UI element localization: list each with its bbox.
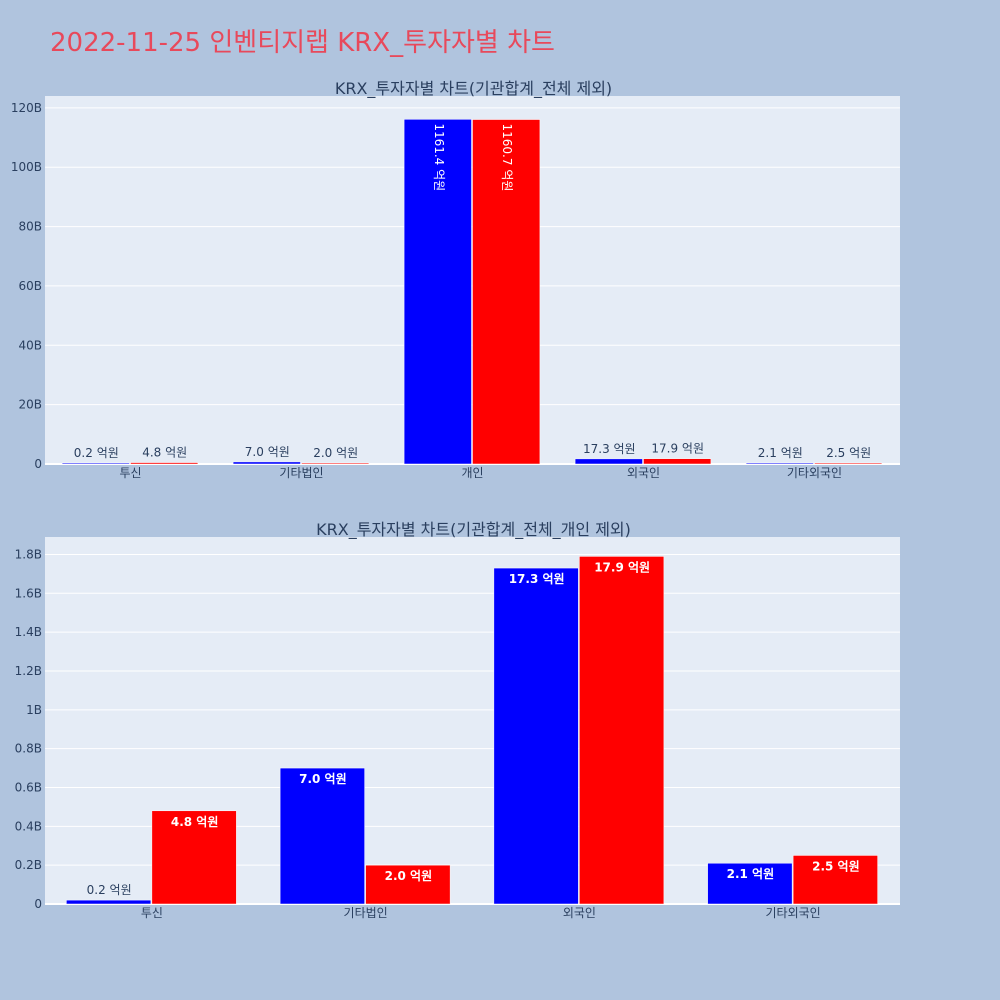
data-label: 2.5 억원: [812, 859, 860, 873]
x-tick-label: 외국인: [627, 466, 660, 480]
data-label: 2.1 억원: [758, 446, 803, 460]
chart-title: KRX_투자자별 차트(기관합계_전체_개인 제외): [316, 520, 631, 540]
chart-all-investors: 0 20B 40B 60B 80B 100B 120B KRX_투자자별 차트(기관합계_전체…: [11, 79, 900, 480]
x-tick-label: 기타외국인: [766, 906, 821, 920]
bar: [745, 462, 814, 465]
bar: [579, 556, 665, 905]
data-label: 17.3 억원: [583, 442, 636, 456]
y-tick-label: 40B: [18, 338, 42, 352]
bar: [130, 462, 199, 465]
y-tick-label: 100B: [11, 160, 42, 174]
data-label: 1161.4 억원: [432, 123, 446, 191]
bar: [574, 458, 643, 465]
bar: [472, 119, 541, 465]
y-tick-label: 1.6B: [15, 586, 42, 600]
bar: [66, 899, 152, 905]
y-tick-label: 1.8B: [15, 547, 42, 561]
bar: [279, 767, 365, 905]
data-label: 0.2 억원: [87, 883, 132, 897]
y-tick-label: 0.6B: [15, 780, 42, 794]
data-label: 2.0 억원: [313, 446, 358, 460]
x-tick-label: 외국인: [563, 906, 596, 920]
y-tick-label: 20B: [18, 398, 42, 412]
data-label: 7.0 억원: [299, 772, 347, 786]
data-label: 7.0 억원: [245, 445, 290, 459]
chart-title: KRX_투자자별 차트(기관합계_전체 제외): [335, 79, 612, 99]
y-tick-label: 0.2B: [15, 858, 42, 872]
y-tick-label: 120B: [11, 101, 42, 115]
y-tick-label: 0: [34, 457, 42, 471]
bar: [232, 461, 301, 465]
y-tick-label: 80B: [18, 220, 42, 234]
bar: [301, 462, 370, 465]
x-tick-label: 기타법인: [279, 466, 323, 480]
x-tick-label: 개인: [461, 466, 483, 480]
data-label: 2.5 억원: [826, 446, 871, 460]
data-label: 4.8 억원: [171, 815, 219, 829]
y-tick-label: 1.4B: [15, 625, 42, 639]
bar: [792, 855, 878, 905]
data-label: 2.1 억원: [727, 867, 775, 881]
bar: [814, 462, 883, 465]
x-tick-label: 투신: [119, 466, 141, 480]
data-label: 17.9 억원: [594, 560, 650, 574]
bar: [403, 119, 472, 465]
page-title: 2022-11-25 인벤티지랩 KRX_투자자별 차트: [50, 28, 555, 58]
bar: [61, 462, 130, 465]
bar: [493, 567, 579, 905]
x-tick-label: 투신: [141, 906, 163, 920]
bar: [151, 810, 237, 905]
y-tick-label: 0: [34, 897, 42, 911]
y-tick-label: 0.8B: [15, 742, 42, 756]
y-tick-label: 60B: [18, 279, 42, 293]
y-tick-label: 0.4B: [15, 819, 42, 833]
bar: [365, 864, 451, 905]
x-tick-label: 기타법인: [344, 906, 388, 920]
bar: [643, 458, 712, 465]
bar: [707, 862, 793, 905]
y-tick-label: 1.2B: [15, 664, 42, 678]
data-label: 1160.7 억원: [500, 124, 514, 192]
data-label: 0.2 억원: [74, 446, 119, 460]
y-tick-label: 1B: [26, 703, 42, 717]
data-label: 17.9 억원: [651, 442, 704, 456]
data-label: 2.0 억원: [385, 869, 433, 883]
x-tick-label: 기타외국인: [787, 466, 842, 480]
chart-excluding-individuals: 0 0.2B 0.4B 0.6B 0.8B 1B 1.2B 1.4B 1.6B 1.8B KRX_투…: [15, 520, 900, 920]
data-label: 17.3 억원: [509, 572, 565, 586]
data-label: 4.8 억원: [142, 446, 187, 460]
